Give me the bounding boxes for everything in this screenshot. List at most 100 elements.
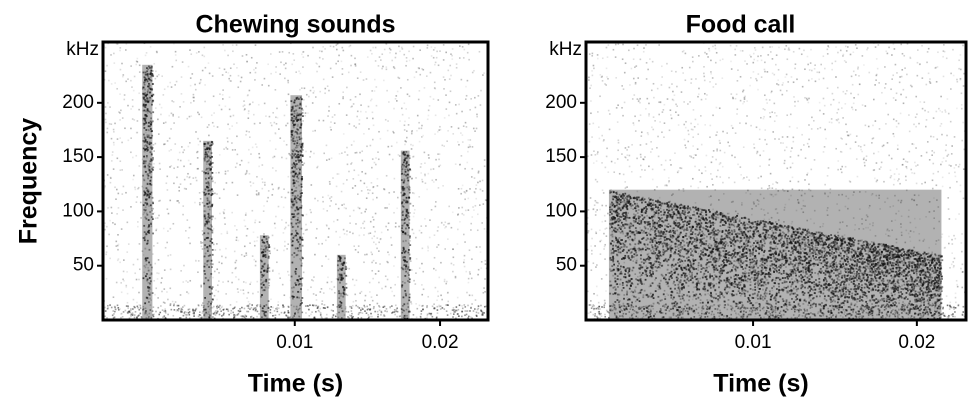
noise xyxy=(749,85,751,87)
burst-speckle xyxy=(291,157,293,159)
noise xyxy=(222,44,224,46)
noise xyxy=(713,86,715,88)
noise xyxy=(228,310,230,312)
noise xyxy=(350,65,352,67)
noise xyxy=(153,280,155,282)
noise xyxy=(106,65,108,67)
noise xyxy=(190,53,192,55)
noise xyxy=(465,210,467,212)
burst-speckle xyxy=(295,109,297,111)
noise xyxy=(955,176,957,178)
noise xyxy=(225,106,227,108)
noise xyxy=(440,295,442,297)
burst-speckle xyxy=(403,264,405,266)
noise xyxy=(349,315,351,317)
noise xyxy=(937,66,939,68)
noise xyxy=(130,316,132,318)
noise xyxy=(193,100,195,102)
burst-speckle xyxy=(207,203,209,205)
noise xyxy=(442,307,444,309)
noise xyxy=(483,203,485,205)
noise xyxy=(257,311,259,313)
burst-speckle xyxy=(149,298,151,300)
noise xyxy=(338,173,340,175)
noise xyxy=(373,219,375,221)
noise xyxy=(138,309,140,311)
noise xyxy=(323,208,325,210)
noise xyxy=(485,199,487,201)
noise xyxy=(592,53,594,55)
noise xyxy=(896,168,898,170)
noise xyxy=(321,303,323,305)
noise xyxy=(324,48,326,50)
burst-speckle xyxy=(143,105,145,107)
noise xyxy=(875,79,877,81)
noise xyxy=(275,148,277,150)
burst-speckle xyxy=(404,315,406,317)
noise xyxy=(153,144,155,146)
noise xyxy=(330,129,332,131)
noise xyxy=(388,101,390,103)
burst-speckle xyxy=(293,286,295,288)
noise xyxy=(605,220,607,222)
noise xyxy=(270,312,272,314)
noise xyxy=(393,212,395,214)
noise xyxy=(375,213,377,215)
burst-speckle xyxy=(299,107,301,109)
noise xyxy=(215,310,217,312)
noise xyxy=(704,52,706,54)
noise xyxy=(140,202,142,204)
noise xyxy=(598,126,600,128)
noise xyxy=(363,261,365,263)
burst-speckle xyxy=(265,236,267,238)
burst-speckle xyxy=(294,140,296,142)
noise xyxy=(227,137,229,139)
burst-speckle xyxy=(207,171,209,173)
burst-speckle xyxy=(301,237,303,239)
noise xyxy=(314,254,316,256)
noise xyxy=(818,79,820,81)
noise xyxy=(305,312,307,314)
noise xyxy=(807,56,809,58)
burst-speckle xyxy=(211,242,213,244)
noise xyxy=(757,151,759,153)
noise xyxy=(365,173,367,175)
burst-speckle xyxy=(408,164,410,166)
noise xyxy=(204,101,206,103)
burst-speckle xyxy=(342,296,344,298)
noise xyxy=(190,102,192,104)
noise xyxy=(219,67,221,69)
noise xyxy=(770,51,772,53)
noise xyxy=(378,158,380,160)
noise xyxy=(419,267,421,269)
burst-speckle xyxy=(149,143,151,145)
noise xyxy=(335,231,337,233)
noise xyxy=(153,245,155,247)
noise xyxy=(462,141,464,143)
noise xyxy=(256,316,258,318)
noise xyxy=(462,308,464,310)
noise xyxy=(170,228,172,230)
noise xyxy=(287,312,289,314)
noise xyxy=(672,91,674,93)
noise xyxy=(422,248,424,250)
noise xyxy=(453,264,455,266)
noise xyxy=(402,114,404,116)
noise xyxy=(801,134,803,136)
noise xyxy=(130,151,132,153)
noise xyxy=(663,109,665,111)
burst-speckle xyxy=(405,295,407,297)
noise xyxy=(202,248,204,250)
noise xyxy=(465,122,467,124)
noise xyxy=(459,57,461,59)
noise xyxy=(617,158,619,160)
noise xyxy=(386,207,388,209)
noise xyxy=(858,145,860,147)
noise xyxy=(303,272,305,274)
noise xyxy=(816,71,818,73)
noise xyxy=(473,128,475,130)
burst-speckle xyxy=(260,248,262,250)
noise xyxy=(427,247,429,249)
noise xyxy=(402,48,404,50)
noise xyxy=(179,106,181,108)
